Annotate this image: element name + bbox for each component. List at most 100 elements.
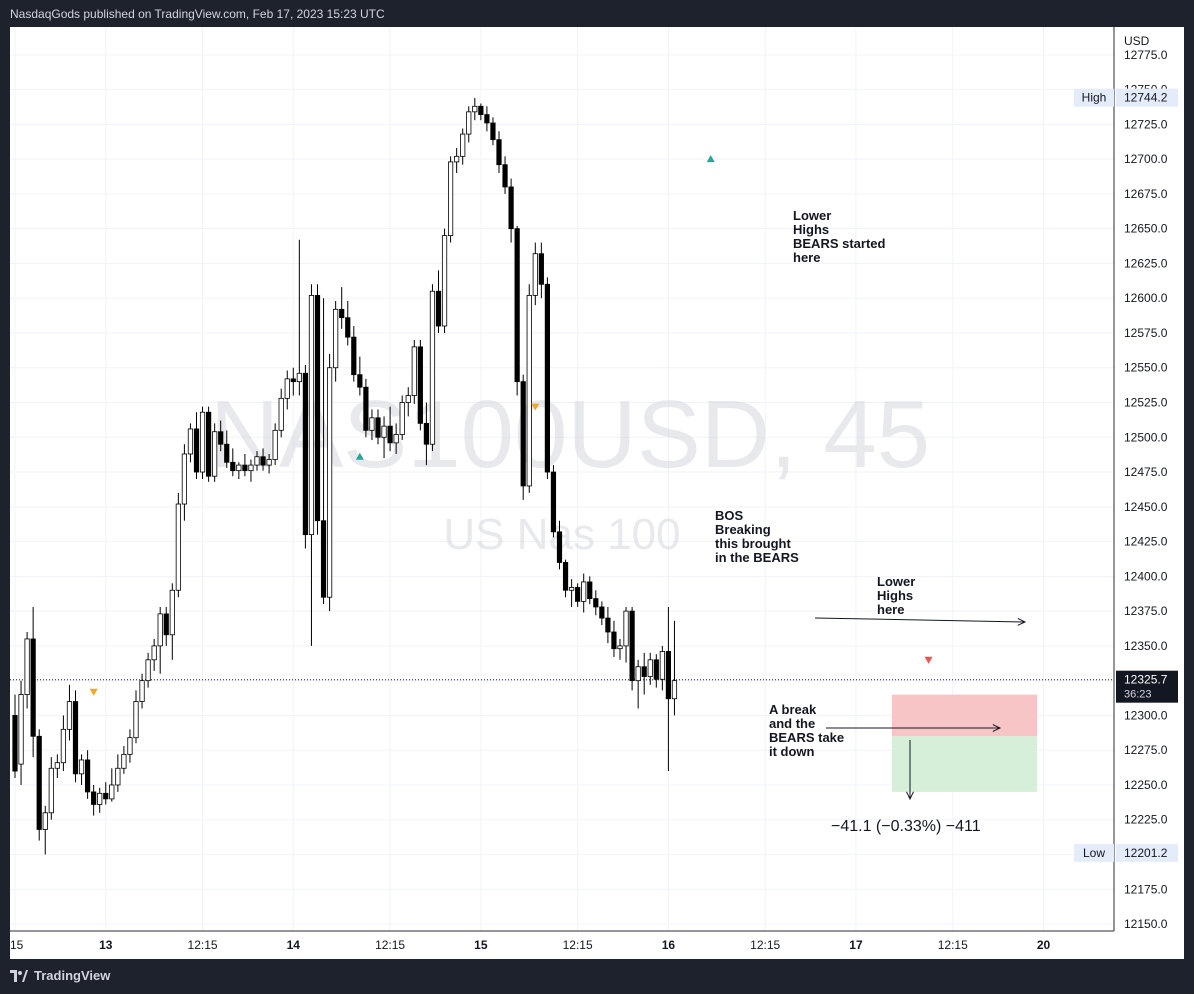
candle[interactable] [339,287,345,329]
candle[interactable] [187,423,194,463]
candle[interactable] [42,805,48,855]
candle[interactable] [460,128,466,165]
candle[interactable] [266,453,272,474]
candle[interactable] [242,453,248,477]
candle[interactable] [36,729,42,841]
candle[interactable] [230,448,236,477]
candle[interactable] [466,106,472,143]
candle[interactable] [562,559,569,598]
candle[interactable] [109,768,115,802]
candle[interactable] [345,300,351,346]
candle[interactable] [665,606,672,772]
candle[interactable] [97,787,103,813]
candle[interactable] [381,416,387,459]
price-axis[interactable] [1114,27,1184,959]
target-arrow[interactable] [906,740,914,801]
candle[interactable] [60,715,67,772]
candle[interactable] [212,423,218,482]
candle[interactable] [272,423,278,466]
candle[interactable] [405,387,411,417]
candle[interactable] [532,242,538,306]
candle[interactable] [544,277,551,479]
take-profit-zone[interactable] [892,736,1037,792]
candle[interactable] [375,409,381,445]
candle[interactable] [30,606,36,758]
candle[interactable] [302,364,309,549]
candle[interactable] [351,326,357,382]
candle[interactable] [296,239,302,396]
candle[interactable] [12,694,18,779]
candle[interactable] [520,374,526,500]
candle[interactable] [581,573,587,613]
candle[interactable] [490,117,496,146]
candle[interactable] [151,638,157,671]
candle[interactable] [647,652,653,685]
candle[interactable] [363,378,369,438]
candle[interactable] [218,420,224,452]
candle[interactable] [478,103,484,121]
candle[interactable] [629,606,635,691]
candle[interactable] [284,370,290,410]
tradingview-footer[interactable]: TradingView [10,968,110,983]
candle[interactable] [550,465,557,538]
stop-loss-zone[interactable] [892,694,1037,737]
candle[interactable] [526,284,532,493]
candle[interactable] [133,690,139,744]
candle[interactable] [193,412,200,479]
candle[interactable] [85,750,91,799]
candle[interactable] [423,402,430,466]
candle[interactable] [199,406,206,479]
candle[interactable] [127,729,133,763]
candle[interactable] [181,444,187,521]
candle[interactable] [103,782,109,805]
candle[interactable] [593,590,599,616]
chart-area[interactable]: NAS100USD, 45 US Nas 100 Lower Highs BEARS … [10,27,1184,959]
candle[interactable] [472,97,478,121]
candle[interactable] [671,620,678,716]
candle[interactable] [653,654,659,688]
candle[interactable] [157,606,163,674]
candle[interactable] [538,242,544,299]
candle[interactable] [254,451,260,471]
candle[interactable] [248,459,254,482]
lower-highs-arrow[interactable] [814,617,1027,626]
candle[interactable] [387,406,393,452]
break-arrow[interactable] [826,724,1002,732]
candle[interactable] [18,680,24,785]
candle[interactable] [78,754,85,785]
candle[interactable] [411,339,417,404]
candle[interactable] [260,448,266,471]
candle[interactable] [115,754,121,792]
candle[interactable] [66,684,73,741]
candle[interactable] [605,606,611,644]
candle[interactable] [399,395,405,441]
candle[interactable] [278,388,284,438]
candle[interactable] [314,284,321,535]
candle[interactable] [369,409,375,441]
candle[interactable] [205,406,212,482]
candle[interactable] [435,270,442,333]
candle[interactable] [611,620,617,658]
candle[interactable] [569,579,575,607]
candle[interactable] [224,430,230,468]
candle[interactable] [417,339,423,431]
candle[interactable] [441,228,448,333]
candle[interactable] [308,284,315,646]
candle[interactable] [54,754,60,779]
candle[interactable] [635,659,641,709]
candle[interactable] [72,690,79,783]
candle[interactable] [587,576,593,605]
candle[interactable] [429,284,436,452]
candle[interactable] [496,131,502,174]
candle[interactable] [502,156,508,194]
candle[interactable] [641,652,647,695]
candle[interactable] [514,225,520,396]
candle[interactable] [236,462,242,479]
candle[interactable] [48,757,54,820]
candle[interactable] [556,520,563,570]
candle[interactable] [357,356,363,396]
